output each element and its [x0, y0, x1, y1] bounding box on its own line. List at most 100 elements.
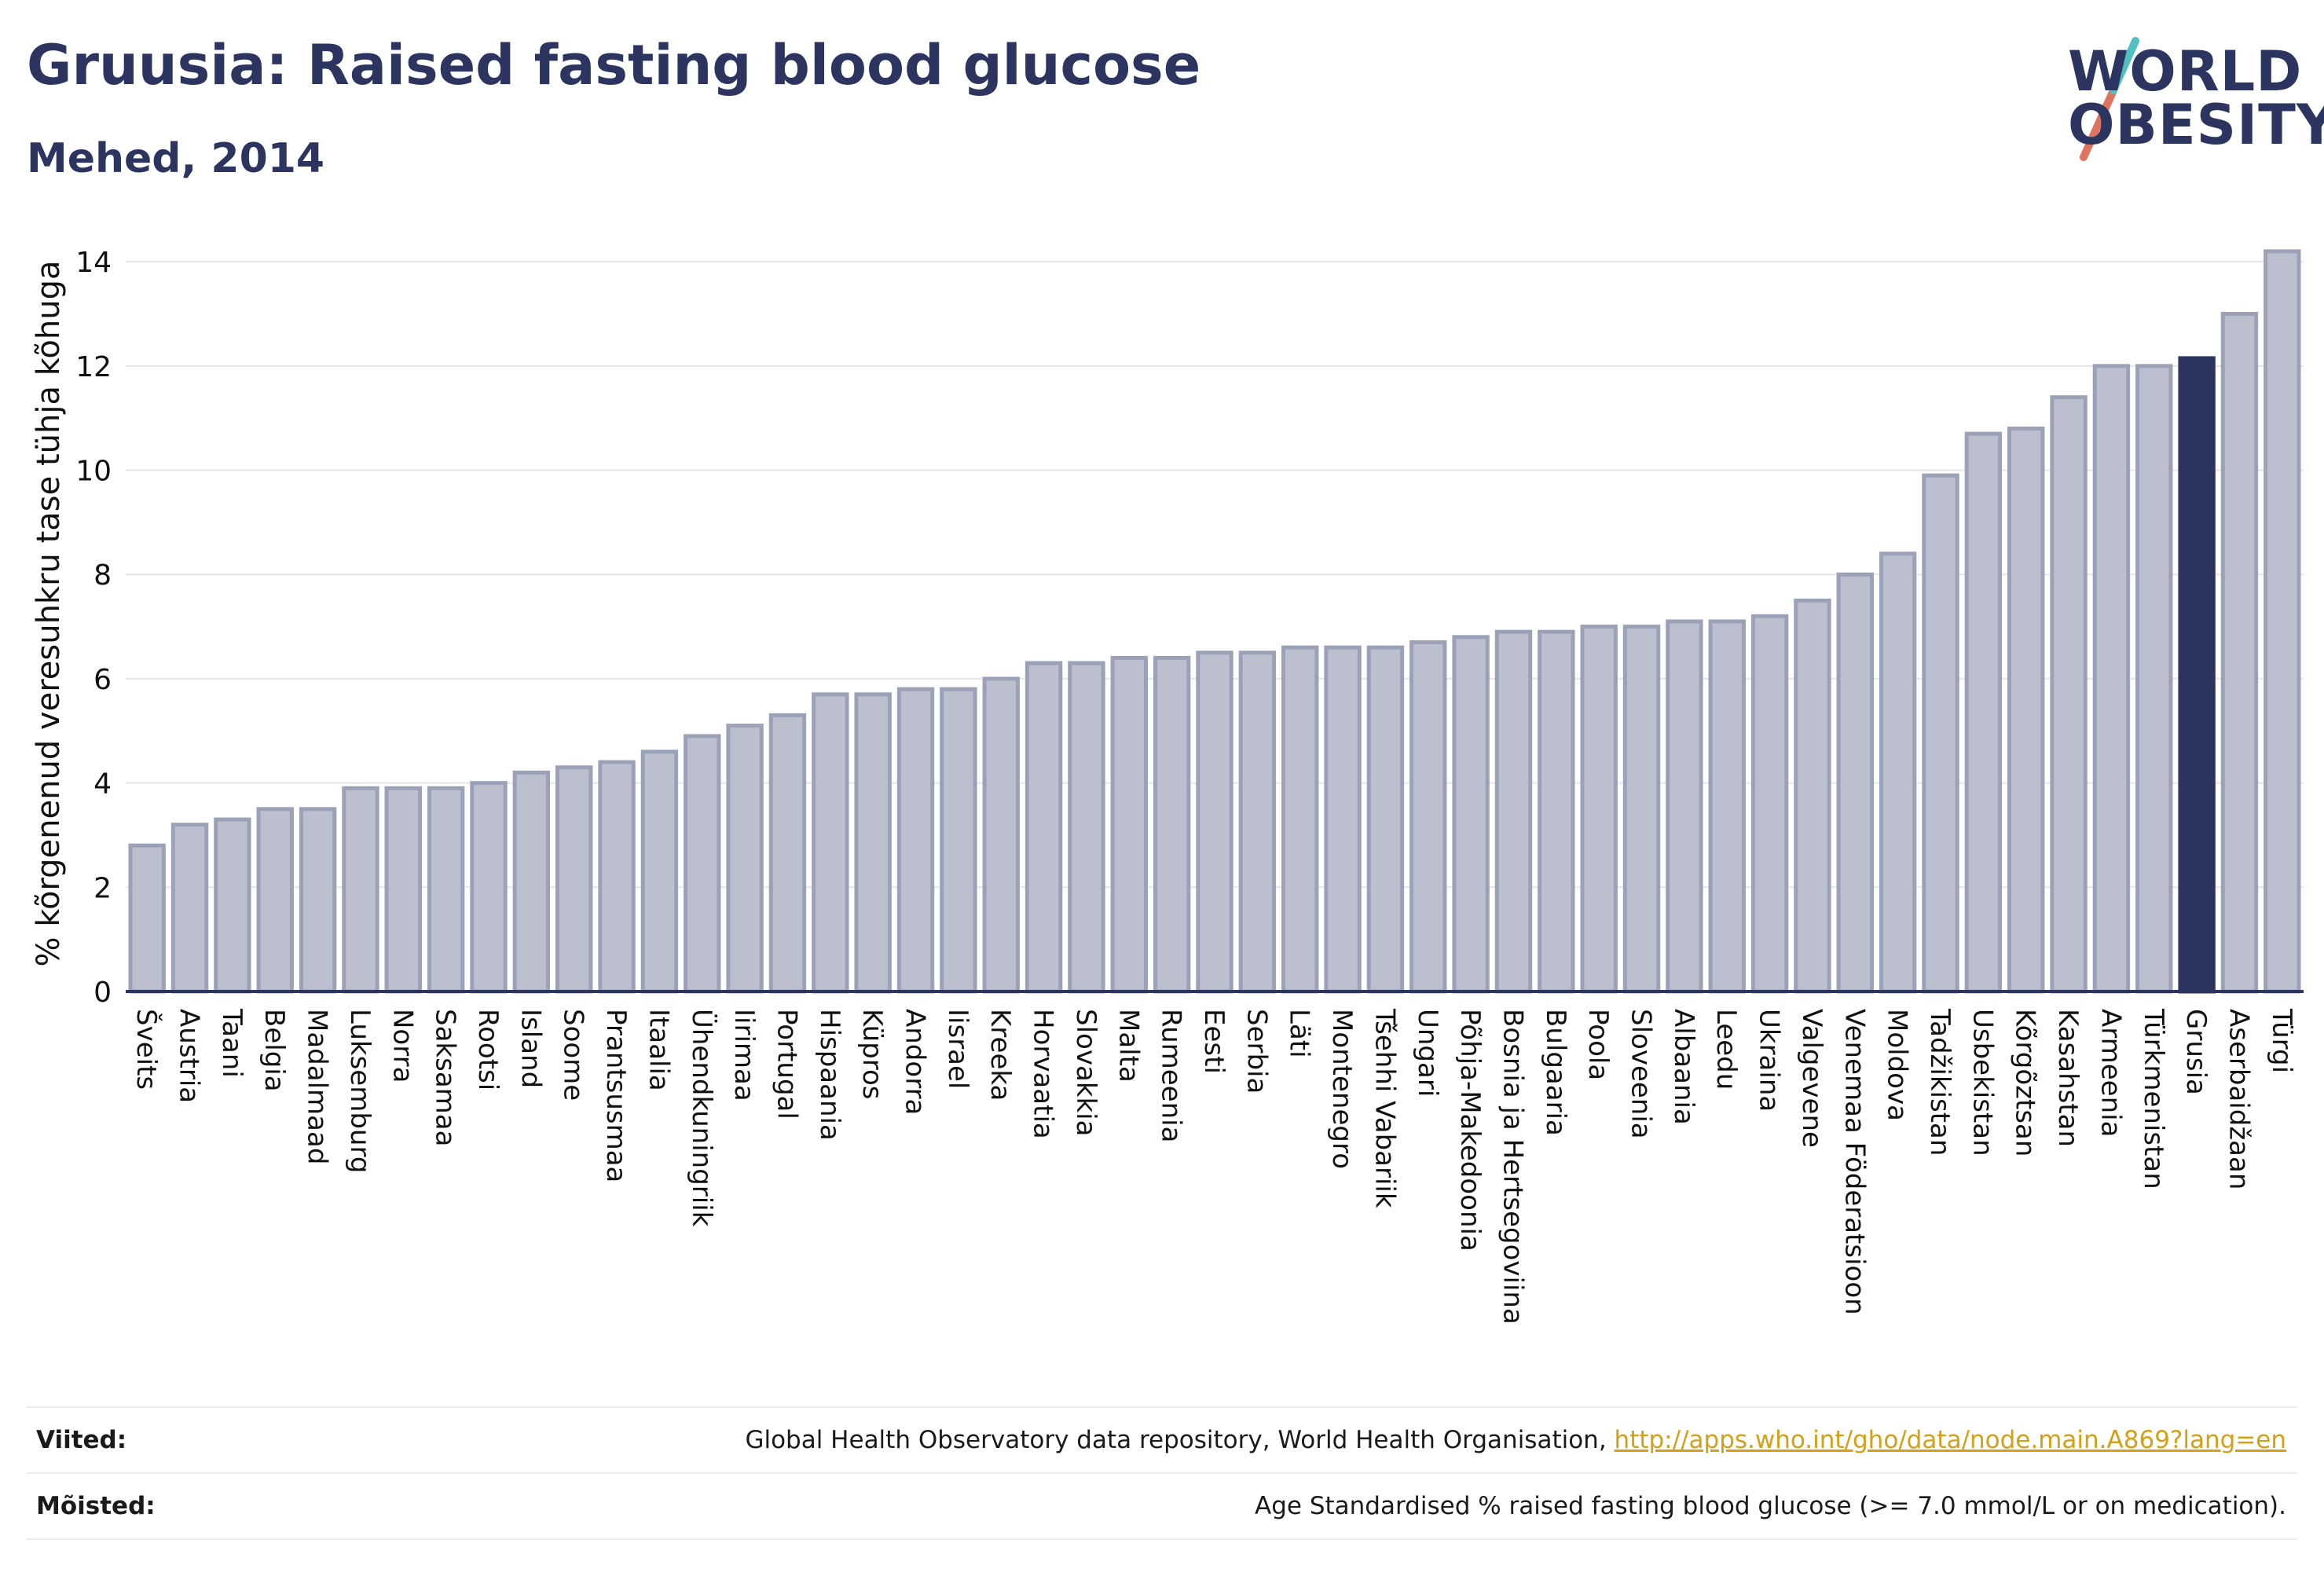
bar — [854, 692, 892, 994]
bar — [2135, 364, 2173, 994]
definitions-row: Mõisted: Age Standardised % raised fasti… — [27, 1472, 2297, 1538]
y-tick-label: 2 — [93, 872, 112, 904]
y-tick-label: 14 — [75, 247, 112, 279]
bar — [1622, 625, 1661, 994]
x-tick-label: Venemaa Föderatsioon — [1838, 1009, 1870, 1315]
y-tick-label: 8 — [93, 559, 112, 592]
logo-slash-icon — [2080, 37, 2139, 161]
x-tick-label: Moldova — [1882, 1009, 1913, 1121]
bar-chart: 0 2 4 6 8 10 12 14% kõrgenenud veresuhkru tase … — [31, 247, 2304, 1325]
bar — [1964, 431, 2003, 994]
bar — [427, 786, 465, 994]
x-tick-label: Malta — [1113, 1009, 1144, 1083]
y-tick-label: 0 — [93, 977, 112, 1009]
x-tick-label: Madalmaad — [302, 1009, 333, 1164]
bar — [512, 770, 551, 994]
x-tick-label: Austria — [174, 1009, 205, 1103]
bar — [598, 760, 636, 994]
bar — [1366, 645, 1405, 994]
x-tick-label: Türkmenistan — [2138, 1008, 2169, 1189]
bar — [1922, 473, 1959, 994]
bar — [1196, 651, 1233, 994]
x-tick-label: Iirimaa — [728, 1009, 760, 1101]
x-tick-label: Rootsi — [472, 1009, 504, 1090]
chart-subtitle: Mehed, 2014 — [27, 135, 325, 182]
x-tick-label: Saksamaa — [430, 1009, 461, 1146]
x-tick-label: Valgevene — [1796, 1009, 1827, 1148]
bar — [812, 692, 849, 994]
definitions-text: Age Standardised % raised fasting blood … — [1255, 1492, 2286, 1520]
bar — [640, 750, 679, 994]
x-tick-label: Kreeka — [984, 1009, 1016, 1101]
sources-text: Global Health Observatory data repositor… — [745, 1426, 2297, 1454]
x-tick-label: Soome — [558, 1009, 589, 1101]
y-tick-label: 4 — [93, 768, 112, 801]
bar — [1238, 651, 1277, 994]
logo-line1: WORLD — [2068, 39, 2303, 104]
x-tick-label: Albaania — [1668, 1009, 1699, 1125]
logo-line2: OBESITY — [2068, 93, 2324, 157]
x-tick-label: Usbekistan — [1967, 1009, 1998, 1156]
bar — [1580, 625, 1618, 994]
bar — [1153, 655, 1191, 994]
bar — [1409, 640, 1447, 994]
bar — [1324, 645, 1362, 994]
x-tick-label: Norra — [387, 1009, 418, 1083]
x-tick-label: Tšehhi Vabariik — [1369, 1008, 1400, 1208]
bar — [2264, 249, 2301, 994]
bar — [896, 687, 935, 994]
x-tick-label: Armeenia — [2095, 1009, 2126, 1137]
y-tick-label: 6 — [93, 664, 112, 696]
x-tick-label: Portugal — [771, 1009, 802, 1120]
x-tick-label: Ukraina — [1754, 1009, 1785, 1112]
x-tick-label: Bosnia ja Hertsegoviina — [1497, 1009, 1528, 1325]
x-tick-label: Andorra — [900, 1009, 931, 1115]
x-tick-label: Eesti — [1198, 1009, 1230, 1074]
bar — [940, 687, 977, 994]
x-tick-label: Leedu — [1710, 1009, 1742, 1090]
bar — [299, 807, 337, 994]
x-tick-label: Šveits — [130, 1009, 163, 1090]
chart-title: Gruusia: Raised fasting blood glucose — [27, 33, 1201, 97]
bar — [726, 724, 764, 994]
x-tick-label: Luksemburg — [344, 1009, 376, 1173]
x-tick-label: Poola — [1582, 1009, 1614, 1080]
x-tick-label: Küpros — [856, 1009, 888, 1099]
x-tick-label: Ühendkuningriik — [686, 1009, 718, 1227]
x-tick-label: Itaalia — [643, 1009, 674, 1091]
x-tick-label: Island — [515, 1009, 546, 1088]
world-obesity-logo: WORLD OBESITY — [2043, 24, 2324, 165]
sources-row: Viited: Global Health Observatory data r… — [27, 1406, 2297, 1472]
bar — [384, 786, 422, 994]
bar — [214, 817, 251, 994]
x-tick-label: Slovakkia — [1070, 1009, 1102, 1136]
sources-link[interactable]: http://apps.who.int/gho/data/node.main.A… — [1614, 1426, 2286, 1454]
x-tick-label: Kasahstan — [2052, 1009, 2084, 1147]
x-tick-label: Serbia — [1241, 1009, 1272, 1094]
bar — [1025, 661, 1063, 994]
bar — [342, 786, 379, 994]
bar — [1281, 645, 1319, 994]
x-tick-label: Põhja-Makedoonia — [1454, 1009, 1486, 1252]
bar — [2007, 426, 2045, 994]
x-tick-label: Grusia — [2180, 1009, 2212, 1095]
bar — [1494, 629, 1533, 994]
definitions-label: Mõisted: — [36, 1492, 156, 1520]
y-tick-label: 12 — [75, 351, 112, 383]
y-axis-label: % kõrgenenud veresuhkru tase tühja kõhug… — [31, 260, 67, 966]
bar — [1452, 635, 1490, 994]
x-tick-label: Kõrgõztsan — [2010, 1009, 2041, 1156]
x-tick-label: Sloveenia — [1626, 1009, 1657, 1139]
bar — [2220, 312, 2259, 994]
x-tick-label: Bulgaaria — [1540, 1009, 1571, 1136]
bar — [2092, 364, 2131, 994]
bar — [1750, 614, 1789, 994]
bar — [1068, 661, 1105, 994]
bar — [982, 676, 1020, 994]
x-tick-label: Prantsusmaa — [600, 1009, 632, 1182]
sources-label: Viited: — [36, 1426, 127, 1454]
bar — [1538, 629, 1575, 994]
bar — [2050, 395, 2088, 994]
bar — [1666, 619, 1703, 994]
x-tick-label: Taani — [216, 1008, 247, 1078]
